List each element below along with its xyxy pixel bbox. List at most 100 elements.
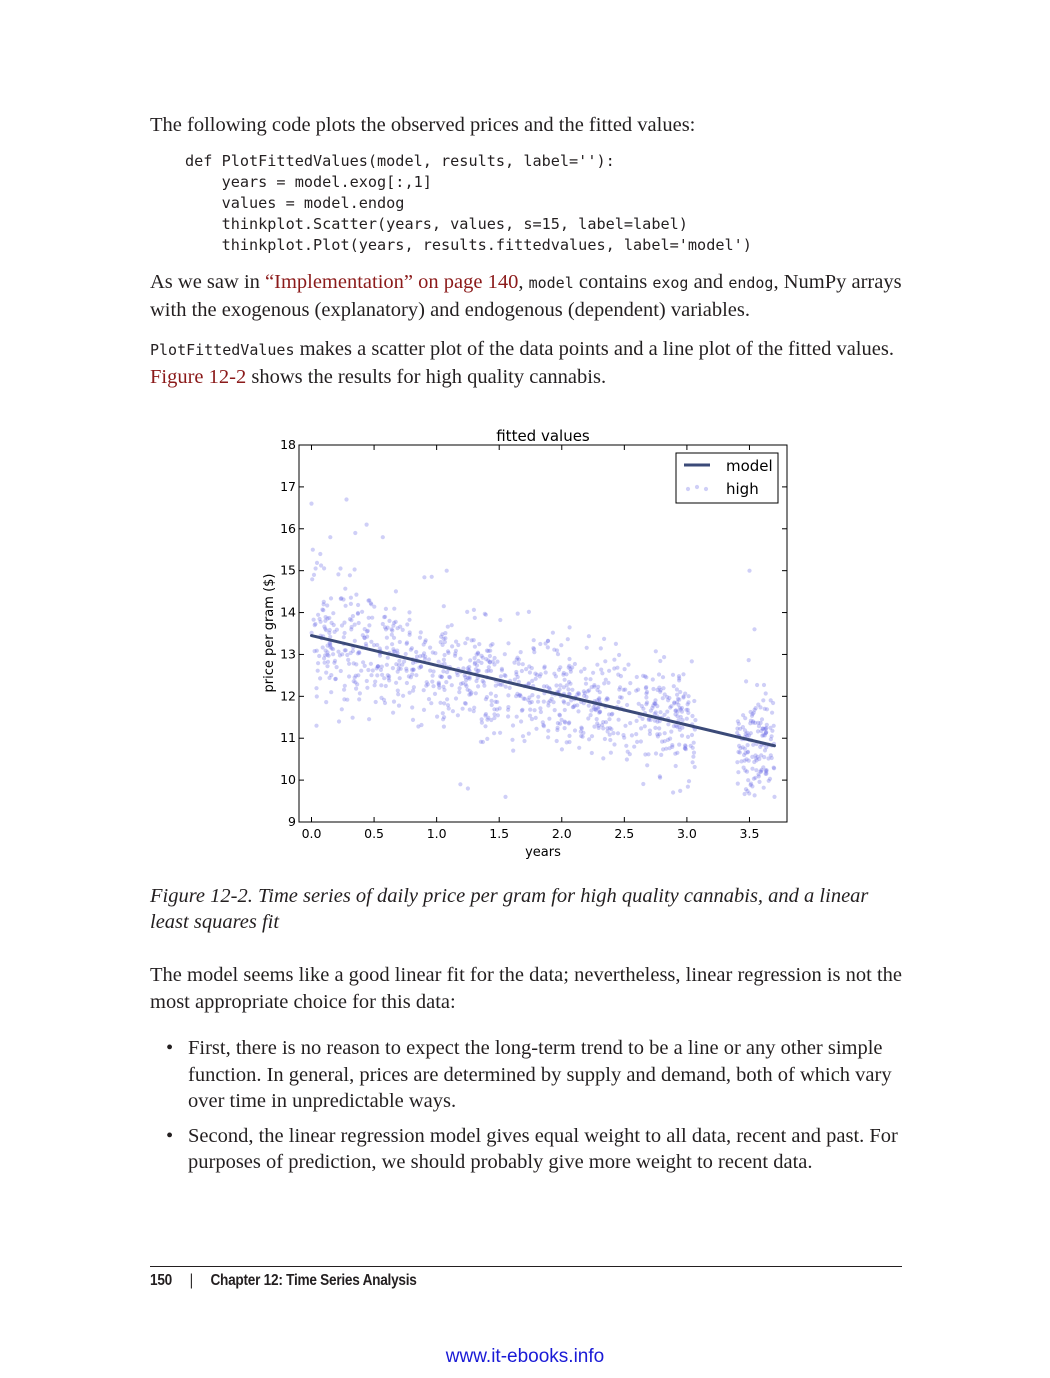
data-point [320, 607, 325, 612]
data-point [349, 627, 354, 632]
data-point [341, 597, 346, 602]
data-point [747, 568, 752, 573]
data-point [769, 734, 774, 739]
data-point [547, 716, 552, 721]
data-point [463, 675, 468, 680]
data-point [675, 709, 680, 714]
data-point [484, 695, 489, 700]
data-point [400, 627, 405, 633]
figure-link[interactable]: Figure 12-2 [150, 365, 247, 388]
implementation-link[interactable]: “Implementation” on page 140 [265, 271, 519, 293]
data-point [677, 706, 683, 711]
data-point [507, 685, 512, 691]
x-tick-label: 1.0 [427, 826, 447, 841]
data-point [566, 721, 571, 726]
data-point [387, 678, 392, 683]
data-point [416, 724, 421, 729]
watermark-link[interactable]: www.it-ebooks.info [445, 1346, 605, 1367]
data-point [333, 677, 338, 682]
data-point [322, 566, 327, 571]
fitted-values-chart: fitted values 0.0 0.5 1.0 1.5 2.0 2.5 3.0 3.5 9… [262, 427, 788, 860]
data-point [365, 634, 370, 639]
data-point [446, 650, 451, 656]
data-point [486, 715, 491, 720]
data-point [429, 574, 434, 579]
data-point [557, 687, 562, 692]
y-tick-label: 13 [280, 646, 296, 661]
data-point [517, 692, 523, 697]
data-point [440, 711, 445, 716]
data-point [348, 601, 353, 607]
data-point [547, 687, 553, 692]
data-point [764, 768, 769, 773]
data-point [753, 753, 758, 758]
data-point [650, 705, 655, 711]
data-point [689, 732, 695, 738]
data-point [515, 691, 520, 697]
data-point [354, 662, 359, 667]
data-point [362, 627, 367, 632]
data-point [735, 760, 740, 765]
data-point [748, 709, 753, 715]
data-point [333, 676, 338, 681]
data-point [479, 720, 484, 725]
data-point [762, 726, 767, 732]
data-point [350, 614, 355, 619]
data-point [526, 682, 531, 687]
data-point [411, 685, 416, 690]
data-point [597, 696, 602, 701]
data-point [554, 683, 559, 688]
data-point [623, 687, 628, 692]
data-point [497, 706, 502, 711]
data-point [622, 667, 627, 672]
data-point [762, 755, 767, 760]
data-point [655, 719, 660, 724]
data-point [690, 713, 695, 719]
data-point [762, 748, 768, 753]
data-point [575, 692, 580, 697]
data-point [735, 726, 740, 731]
data-point [472, 661, 477, 667]
data-point [768, 725, 773, 730]
data-point [591, 705, 596, 710]
data-point [380, 535, 385, 540]
intro-paragraph: The following code plots the observed pr… [150, 114, 696, 136]
data-point [558, 665, 563, 670]
data-point [644, 695, 649, 700]
data-point [531, 647, 537, 652]
data-point [625, 749, 630, 754]
data-point [766, 778, 771, 783]
data-point [557, 713, 563, 718]
data-point [518, 693, 523, 699]
x-tick-label: 1.5 [489, 826, 509, 841]
data-point [588, 677, 593, 682]
data-point [541, 724, 547, 729]
data-point [554, 738, 559, 744]
data-point [375, 642, 380, 648]
data-point [377, 646, 382, 651]
data-point [748, 782, 753, 788]
legend: model high [675, 452, 779, 504]
data-point [604, 697, 609, 702]
data-point [464, 678, 469, 683]
data-point [605, 697, 610, 702]
data-point [764, 707, 770, 712]
data-point [683, 747, 689, 752]
data-point [524, 667, 529, 672]
data-point [681, 695, 686, 700]
data-point [348, 595, 353, 600]
data-point [545, 638, 551, 643]
data-point [503, 794, 508, 800]
data-point [521, 696, 526, 701]
data-point [323, 615, 328, 620]
data-point [551, 700, 556, 705]
data-point [674, 708, 679, 713]
data-point [467, 675, 472, 680]
data-point [318, 551, 323, 557]
data-point [557, 721, 563, 726]
data-point [683, 744, 688, 749]
data-point [644, 691, 649, 696]
data-point [639, 726, 644, 731]
data-point [530, 693, 535, 698]
data-point [692, 764, 697, 770]
